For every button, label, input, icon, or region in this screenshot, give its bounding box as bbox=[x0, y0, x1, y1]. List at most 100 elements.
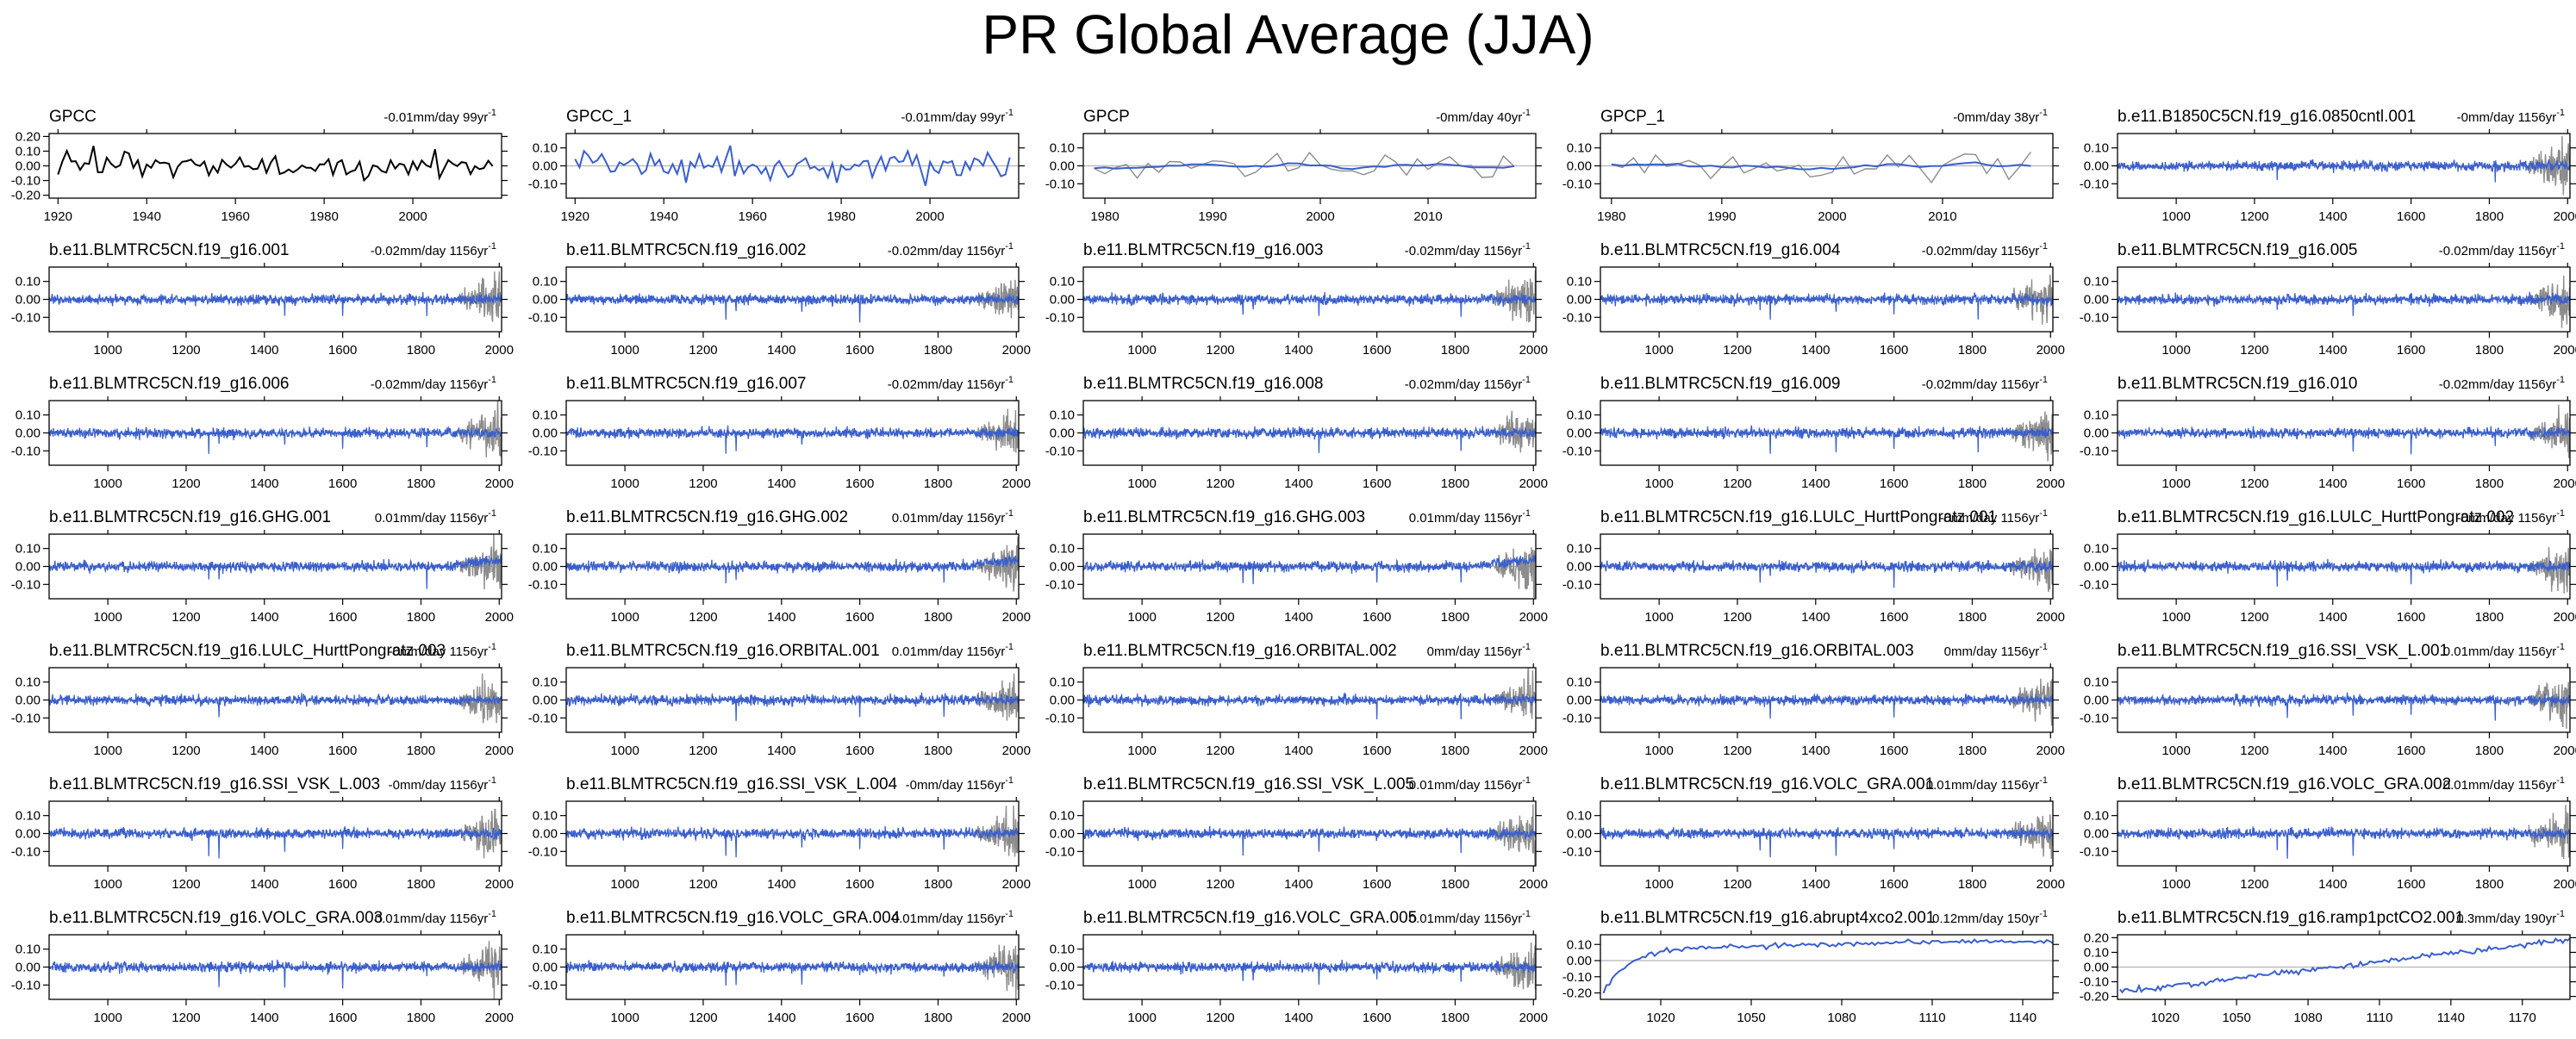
x-tick-label: 1600 bbox=[2397, 343, 2425, 358]
trend-exponent: -1 bbox=[2039, 508, 2048, 519]
x-tick-label: 2000 bbox=[485, 1011, 514, 1025]
y-tick-label: 0.00 bbox=[2084, 694, 2109, 708]
x-tick-label: 1200 bbox=[689, 610, 717, 625]
x-tick-label: 1800 bbox=[407, 877, 435, 892]
y-tick-label: 0.10 bbox=[533, 943, 558, 957]
panel-title: b.e11.BLMTRC5CN.f19_g16.SSI_VSK_L.005 bbox=[1083, 775, 1414, 793]
x-tick-label: 2000 bbox=[1002, 476, 1031, 491]
x-tick-label: 2000 bbox=[1519, 476, 1548, 491]
x-tick-label: 1000 bbox=[93, 1011, 122, 1025]
trend-exponent: -1 bbox=[2556, 241, 2565, 252]
x-tick-label: 1200 bbox=[1723, 743, 1751, 758]
y-tick-label: 0.00 bbox=[16, 159, 41, 174]
x-tick-label: 1000 bbox=[1127, 610, 1156, 625]
x-tick-label: 1200 bbox=[1206, 476, 1234, 491]
x-tick-label: 1940 bbox=[650, 209, 678, 224]
y-tick-label: 0.10 bbox=[2084, 809, 2109, 824]
y-tick-label: 0.00 bbox=[1050, 159, 1075, 174]
x-tick-label: 1600 bbox=[845, 610, 874, 625]
x-tick-label: 1200 bbox=[1206, 343, 1234, 358]
panel-title: GPCP bbox=[1083, 108, 1130, 126]
panel-title: b.e11.BLMTRC5CN.f19_g16.GHG.003 bbox=[1083, 508, 1365, 526]
plot-area bbox=[49, 941, 502, 999]
x-tick-label: 1800 bbox=[407, 610, 435, 625]
x-tick-label: 1400 bbox=[2318, 343, 2347, 358]
panel-title: b.e11.BLMTRC5CN.f19_g16.ORBITAL.001 bbox=[566, 642, 880, 660]
series-line-raw bbox=[2011, 814, 2053, 860]
y-tick-label: -0.20 bbox=[11, 189, 41, 203]
y-tick-label: 0.00 bbox=[2084, 560, 2109, 575]
x-tick-label: 1400 bbox=[1284, 343, 1313, 358]
x-tick-label: 2000 bbox=[2036, 610, 2065, 625]
x-tick-label: 1400 bbox=[1284, 1011, 1313, 1025]
trend-exponent: -1 bbox=[1005, 375, 1014, 385]
x-tick-label: 1200 bbox=[172, 877, 200, 892]
y-tick-label: 0.00 bbox=[2084, 159, 2109, 174]
x-tick-label: 1200 bbox=[172, 343, 200, 358]
x-tick-label: 1050 bbox=[1737, 1011, 1765, 1025]
x-tick-label: 2000 bbox=[485, 877, 514, 892]
y-tick-label: -0.10 bbox=[1562, 577, 1592, 592]
x-tick-label: 1800 bbox=[2475, 743, 2504, 758]
x-tick-label: 1800 bbox=[924, 1011, 952, 1025]
x-tick-label: 1600 bbox=[2397, 743, 2425, 758]
series-line bbox=[566, 555, 1019, 584]
y-tick-label: 0.20 bbox=[16, 129, 41, 144]
x-tick-label: 2000 bbox=[2554, 209, 2576, 224]
series-line bbox=[49, 959, 502, 989]
x-tick-label: 1800 bbox=[1441, 610, 1469, 625]
panel-title: b.e11.BLMTRC5CN.f19_g16.ORBITAL.002 bbox=[1083, 642, 1397, 660]
x-tick-label: 1800 bbox=[1958, 610, 1987, 625]
y-tick-label: -0.10 bbox=[1562, 844, 1592, 859]
x-tick-label: 1990 bbox=[1707, 209, 1736, 224]
x-tick-label: 1200 bbox=[689, 877, 717, 892]
y-tick-label: 0.10 bbox=[16, 408, 41, 423]
x-tick-label: 2000 bbox=[485, 476, 514, 491]
x-tick-label: 1110 bbox=[1918, 1011, 1945, 1025]
x-tick-label: 1200 bbox=[172, 476, 200, 491]
series-line bbox=[566, 826, 1019, 858]
x-tick-label: 1400 bbox=[1801, 743, 1830, 758]
y-tick-label: 0.00 bbox=[533, 961, 558, 975]
x-tick-label: 1400 bbox=[250, 343, 278, 358]
plot-area bbox=[1600, 548, 2053, 593]
x-tick-label: 1200 bbox=[1723, 343, 1751, 358]
trend-exponent: -1 bbox=[2556, 909, 2565, 919]
x-tick-label: 1800 bbox=[2475, 610, 2504, 625]
x-tick-label: 1140 bbox=[2437, 1011, 2465, 1025]
plot-area bbox=[1600, 678, 2053, 726]
x-tick-label: 1110 bbox=[2366, 1011, 2392, 1025]
y-tick-label: 0.00 bbox=[2084, 961, 2109, 975]
series-line bbox=[1083, 959, 1536, 985]
series-line-raw bbox=[2528, 681, 2570, 729]
x-tick-label: 2000 bbox=[2036, 476, 2065, 491]
trend-exponent: -1 bbox=[1522, 375, 1531, 385]
x-tick-label: 1400 bbox=[767, 1011, 795, 1025]
panel-trend: 0.01mm/day 1156yr-1 bbox=[375, 508, 496, 526]
x-tick-label: 2000 bbox=[1519, 743, 1548, 758]
series-line bbox=[566, 960, 1019, 986]
y-tick-label: 0.10 bbox=[1050, 141, 1075, 156]
series-line bbox=[2118, 159, 2570, 183]
panel-trend: 0.01mm/day 1156yr-1 bbox=[2443, 775, 2565, 793]
panel-trend: -0.02mm/day 1156yr-1 bbox=[371, 241, 496, 258]
x-tick-label: 1200 bbox=[2240, 610, 2268, 625]
x-tick-label: 1200 bbox=[689, 1011, 717, 1025]
panel-title: b.e11.BLMTRC5CN.f19_g16.006 bbox=[49, 375, 289, 393]
panel-title: b.e11.BLMTRC5CN.f19_g16.LULC_HurttPongra… bbox=[2118, 508, 2514, 526]
plot-area bbox=[2118, 681, 2570, 729]
y-tick-label: 0.00 bbox=[1567, 954, 1592, 968]
plot-area bbox=[1600, 274, 2053, 325]
x-tick-label: 1960 bbox=[738, 209, 766, 224]
panel-trend: -0.02mm/day 1156yr-1 bbox=[2439, 375, 2565, 392]
x-tick-label: 1400 bbox=[767, 343, 795, 358]
